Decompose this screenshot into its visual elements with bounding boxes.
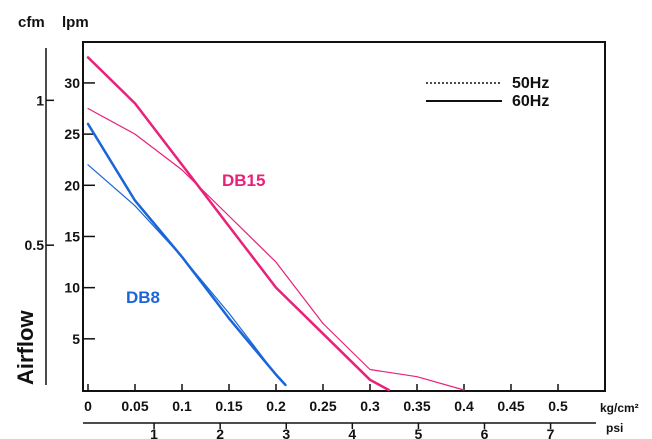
legend-label-60hz: 60Hz [512,93,549,110]
psi-tick-label: 2 [216,426,224,439]
lpm-tick-label: 30 [64,75,80,91]
x-tick-label: 0.4 [454,398,474,414]
x-tick-label: 0.5 [548,398,568,414]
psi-tick-label: 5 [415,426,423,439]
psi-tick-label: 6 [481,426,489,439]
series-label-db15: DB15 [222,171,265,190]
series-line-db8-50hz [87,164,286,386]
series-line-db15-60hz [86,56,391,392]
x-tick-label: 0 [84,398,92,414]
legend: 50Hz 60Hz [426,75,549,110]
lpm-tick-label: 25 [64,126,80,142]
x-unit-psi: psi [606,421,623,435]
psi-tick-label: 1 [150,426,158,439]
series-line-db8-60hz [86,122,287,387]
psi-tick-label: 3 [282,426,290,439]
lpm-tick-label: 10 [64,280,80,296]
kgcm2-tick-group: 0 0.05 0.1 0.15 0.2 0.25 0.3 0.35 0.4 0.45 0.5 [84,384,568,414]
x-tick-label: 0.35 [403,398,430,414]
lpm-tick-label: 20 [64,177,80,193]
series-label-db8: DB8 [126,288,160,307]
lpm-tick-group: 5 10 15 20 25 30 [64,75,95,347]
cfm-tick-group: 0.51 [25,92,54,253]
cfm-tick-label: 1 [36,92,44,108]
lpm-unit-label: lpm [62,14,89,31]
lpm-tick-label: 5 [72,331,80,347]
psi-tick-label: 4 [348,426,356,439]
series-line-db15-50hz [87,107,465,391]
series-group [86,56,465,392]
x-tick-label: 0.1 [172,398,192,414]
legend-label-50hz: 50Hz [512,75,549,92]
y-axis-title: Airflow [13,310,38,385]
x-unit-kgcm2: kg/cm² [600,401,639,415]
x-tick-label: 0.2 [266,398,286,414]
x-tick-label: 0.05 [121,398,148,414]
x-tick-label: 0.25 [309,398,336,414]
cfm-unit-label: cfm [18,14,45,31]
x-tick-label: 0.45 [497,398,524,414]
cfm-tick-label: 0.5 [25,237,45,253]
plot-frame [82,41,606,392]
psi-tick-group: 1 2 3 4 5 6 7 [150,423,555,439]
psi-tick-label: 7 [547,426,555,439]
x-tick-label: 0.3 [360,398,380,414]
lpm-tick-label: 15 [64,228,80,244]
x-tick-label: 0.15 [215,398,242,414]
